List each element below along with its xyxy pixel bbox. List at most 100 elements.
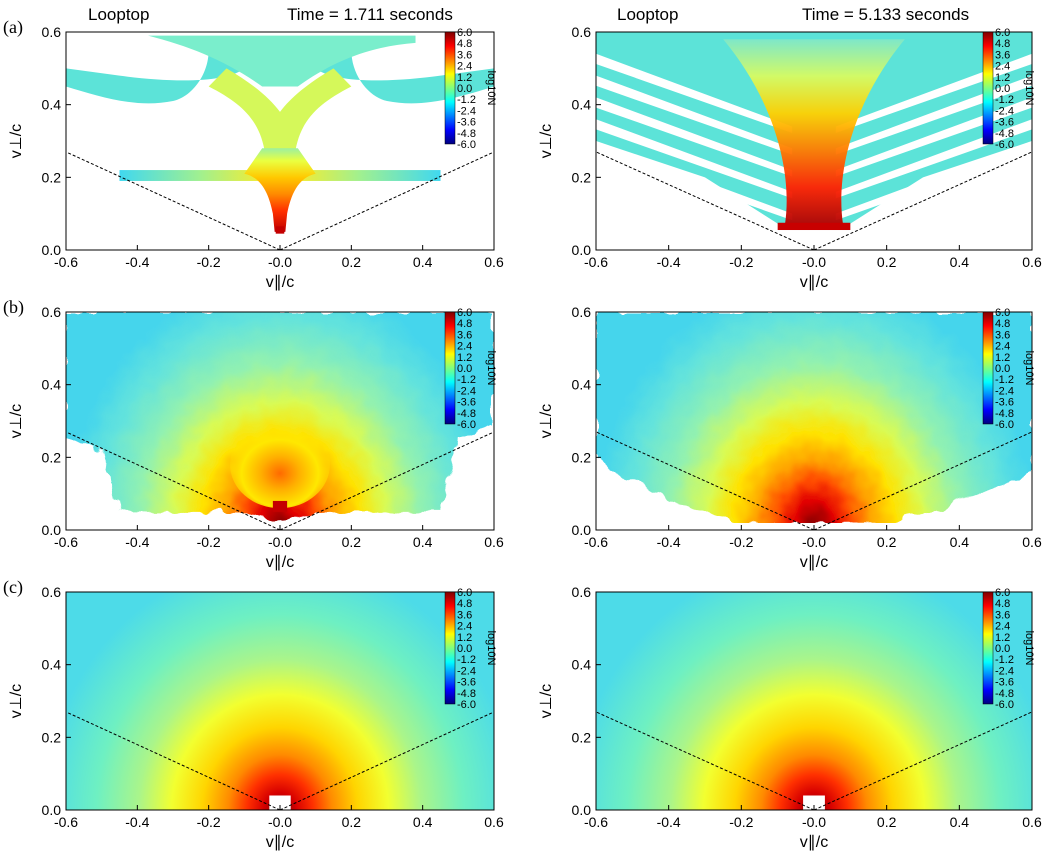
distribution	[66, 592, 494, 810]
heatmap-area	[66, 35, 494, 234]
colorbar-tick-label: 6.0	[995, 27, 1010, 39]
core-gap	[269, 795, 291, 810]
y-tick-label: 0.6	[42, 304, 62, 320]
x-tick-label: 0.2	[342, 534, 362, 550]
broad-distribution	[66, 312, 494, 523]
y-axis-label: v⊥/c	[538, 404, 555, 438]
y-tick-label: 0.6	[572, 304, 592, 320]
heatmap-area	[596, 312, 1032, 523]
colorbar-tick-label: 2.4	[457, 621, 472, 633]
panel-a-right: -0.6 -0.4 -0.2 -0.0 0.2 0.4 0.6 0.0 0.2 0.4 0.6 v∥/…	[538, 24, 1042, 291]
heatmap-area	[596, 32, 1032, 231]
x-tick-label: -0.6	[584, 534, 608, 550]
colorbar-tick-label: -4.8	[995, 128, 1014, 140]
x-tick-label: 0.6	[484, 254, 504, 270]
filament-structure	[66, 35, 494, 234]
loss-cone-line	[65, 711, 281, 811]
colorbar-tick-label: -3.6	[457, 397, 476, 409]
colorbar-tick-label: 4.8	[995, 598, 1010, 610]
x-tick-label: 0.6	[1022, 534, 1042, 550]
colorbar-tick-label: -6.0	[457, 419, 476, 431]
colorbar-tick-label: -6.0	[457, 699, 476, 711]
panel-c-left: -0.6 -0.4 -0.2 -0.0 0.2 0.4 0.6 0.0 0.2 0.4 0.6 v∥/…	[8, 584, 504, 851]
colorbar-tick-label: 2.4	[995, 61, 1010, 73]
cross-core	[230, 421, 330, 509]
core-bar	[777, 222, 851, 231]
colorbar-tick-label: 3.6	[995, 49, 1010, 61]
y-tick-label: 0.2	[572, 169, 592, 185]
colorbar-tick-label: -1.2	[995, 654, 1014, 666]
colorbar-title: log10N	[485, 71, 497, 106]
y-tick-label: 0.4	[42, 97, 62, 113]
distribution	[66, 312, 494, 523]
colorbar-tick-label: -2.4	[457, 385, 476, 397]
branch-merge	[208, 68, 352, 160]
y-tick-label: 0.2	[572, 729, 592, 745]
x-axis-label: v∥/c	[266, 834, 294, 851]
x-axis-label: v∥/c	[266, 554, 294, 571]
x-tick-label: -0.4	[125, 534, 149, 550]
colorbar-tick-label: 3.6	[995, 609, 1010, 621]
colorbar-tick-label: 2.4	[995, 341, 1010, 353]
x-tick-label: 0.4	[950, 814, 970, 830]
x-tick-label: 0.2	[342, 814, 362, 830]
x-tick-label: -0.4	[657, 814, 681, 830]
y-tick-label: 0.6	[42, 24, 62, 40]
colorbar-tick-label: 4.8	[457, 318, 472, 330]
x-tick-label: -0.2	[729, 814, 753, 830]
panel-a-left: -0.6 -0.4 -0.2 -0.0 0.2 0.4 0.6 0.0 0.2 0.4 0.6 v∥/…	[8, 24, 504, 291]
colorbar-title: log10N	[485, 351, 497, 386]
colorbar-tick-label: 0.0	[995, 363, 1010, 375]
colorbar-tick-label: 2.4	[995, 621, 1010, 633]
x-tick-label: -0.4	[657, 254, 681, 270]
y-tick-label: 0.2	[42, 729, 62, 745]
colorbar-tick-label: 6.0	[995, 587, 1010, 599]
y-tick-label: 0.4	[572, 657, 592, 673]
y-tick-label: 0.2	[42, 449, 62, 465]
colorbar-tick-label: 0.0	[995, 83, 1010, 95]
x-tick-label: -0.6	[54, 254, 78, 270]
y-tick-label: 0.0	[42, 522, 62, 538]
colorbar-tick-label: 3.6	[457, 49, 472, 61]
x-tick-label: 0.2	[877, 814, 897, 830]
y-tick-label: 0.4	[42, 657, 62, 673]
loss-cone-line	[279, 431, 495, 531]
colorbar-tick-label: -6.0	[995, 419, 1014, 431]
colorbar-tick-label: 3.6	[457, 609, 472, 621]
top-cap	[148, 35, 416, 87]
x-tick-label: -0.6	[584, 254, 608, 270]
colorbar-tick-label: -2.4	[995, 665, 1014, 677]
colorbar-tick-label: -4.8	[995, 408, 1014, 420]
y-tick-label: 0.2	[572, 449, 592, 465]
colorbar-tick-label: 6.0	[457, 27, 472, 39]
time-left: Time = 1.711 seconds	[287, 5, 453, 24]
colorbar-tick-label: -6.0	[995, 699, 1014, 711]
colorbar-tick-label: 6.0	[457, 307, 472, 319]
colorbar-gradient	[444, 31, 456, 145]
header-left: Looptop	[88, 5, 149, 24]
gap-left	[596, 75, 793, 155]
x-tick-label: -0.0	[802, 534, 826, 550]
y-axis-label: v⊥/c	[8, 684, 25, 718]
colorbar-tick-label: -4.8	[457, 128, 476, 140]
panel-c-right: -0.6 -0.4 -0.2 -0.0 0.2 0.4 0.6 0.0 0.2 0.4 0.6 v∥/…	[538, 584, 1042, 851]
colorbar-title: log10N	[485, 631, 497, 666]
colorbar-tick-label: 0.0	[995, 643, 1010, 655]
colorbar-tick-label: -3.6	[995, 677, 1014, 689]
x-tick-label: -0.6	[584, 814, 608, 830]
colorbar: 6.04.83.62.41.20.0-1.2-2.4-3.6-4.8-6.0 lo…	[982, 307, 1035, 431]
y-tick-label: 0.0	[572, 242, 592, 258]
row-label-a: (a)	[3, 17, 23, 38]
colorbar-tick-label: 3.6	[457, 329, 472, 341]
colorbar: 6.04.83.62.41.20.0-1.2-2.4-3.6-4.8-6.0 lo…	[444, 587, 497, 711]
x-axis-label: v∥/c	[266, 274, 294, 291]
x-tick-label: 0.2	[877, 254, 897, 270]
gap-right	[835, 141, 1032, 221]
gap-left	[596, 141, 793, 221]
x-tick-label: 0.6	[484, 534, 504, 550]
x-tick-label: -0.2	[197, 814, 221, 830]
colorbar: 6.04.83.62.41.20.0-1.2-2.4-3.6-4.8-6.0 lo…	[982, 27, 1035, 151]
panel-grid: -0.6 -0.4 -0.2 -0.0 0.2 0.4 0.6 0.0 0.2 0.4 0.6 v∥/…	[8, 24, 1042, 851]
loss-cone-line	[65, 151, 281, 251]
x-tick-label: -0.0	[268, 254, 292, 270]
